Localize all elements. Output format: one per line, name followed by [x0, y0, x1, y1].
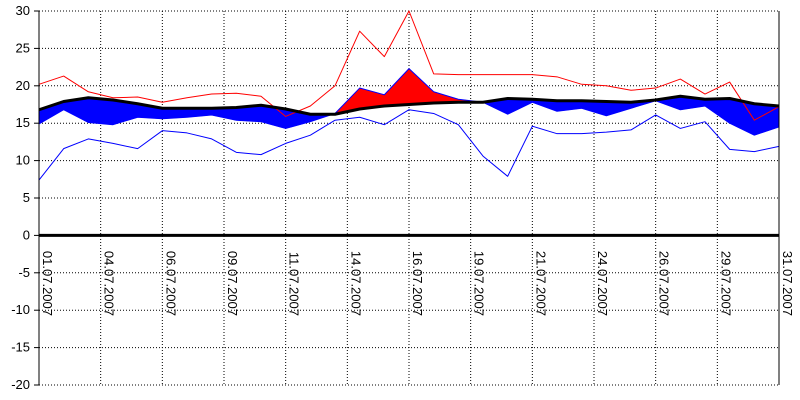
y-tick-label: -15	[11, 340, 30, 355]
above-normal-fill	[408, 68, 434, 105]
grid	[38, 10, 780, 386]
x-tick-label: 09.07.2007	[225, 251, 240, 316]
y-tick-label: -10	[11, 302, 30, 317]
x-tick-label: 16.07.2007	[410, 251, 425, 316]
y-tick-label: 30	[16, 3, 30, 18]
long-term-normal-line	[38, 94, 780, 116]
x-tick-label: 31.07.2007	[780, 251, 795, 316]
x-tick-label: 21.07.2007	[533, 251, 548, 316]
y-tick-label: 10	[16, 153, 30, 168]
x-tick-label: 11.07.2007	[287, 252, 302, 316]
below-normal-fill	[88, 97, 114, 125]
y-tick-label: 15	[16, 115, 30, 130]
above-normal-fill	[384, 67, 410, 107]
daily-max-line	[38, 10, 780, 121]
daily-min-line	[38, 109, 780, 181]
x-tick-label: 04.07.2007	[102, 251, 117, 316]
below-normal-fill	[507, 98, 533, 115]
x-tick-label: 06.07.2007	[163, 251, 178, 316]
y-tick-label: -5	[18, 265, 30, 280]
y-tick-label: -20	[11, 377, 30, 392]
x-tick-labels: 01.07.2007 04.07.2007 06.07.2007 09.07.2007…	[40, 251, 795, 316]
y-tick-label: 5	[23, 190, 30, 205]
x-tick-label: 19.07.2007	[472, 251, 487, 316]
series-lines	[38, 10, 780, 181]
y-tick-label: 0	[23, 227, 30, 242]
x-tick-label: 14.07.2007	[348, 251, 363, 316]
x-tick-label: 29.07.2007	[718, 251, 733, 316]
x-tick-label: 24.07.2007	[595, 251, 610, 316]
x-tick-label: 01.07.2007	[40, 251, 55, 316]
y-tick-label: 20	[16, 78, 30, 93]
x-tick-label: 26.07.2007	[657, 251, 672, 316]
axes	[34, 10, 780, 386]
y-tick-label: 25	[16, 40, 30, 55]
y-tick-labels: 30 25 20 15 10 5 0 -5 -10 -15 -20	[11, 3, 30, 392]
